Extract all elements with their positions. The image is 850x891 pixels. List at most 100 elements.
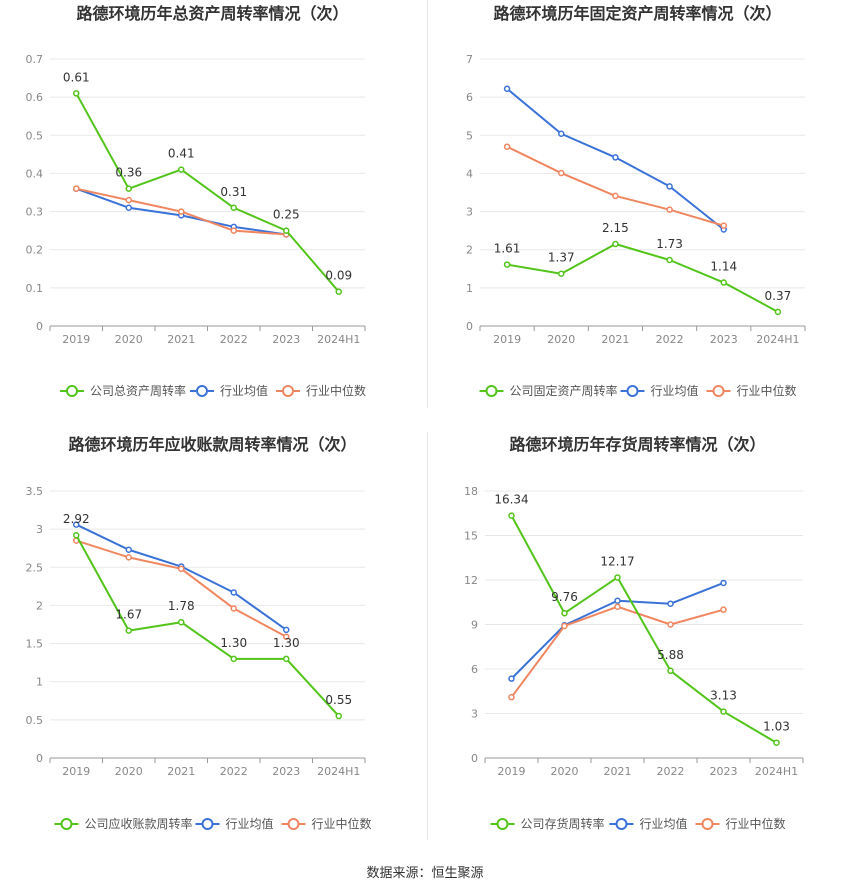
industry-median-point [230, 605, 237, 612]
x-tick-label: 2022 [656, 333, 684, 346]
company-point [73, 90, 80, 97]
legend-item-industry-median[interactable]: 行业中位数 [276, 383, 366, 398]
y-tick-label: 0.5 [26, 129, 44, 142]
chart-title: 路德环境历年应收账款周转率情况（次） [68, 435, 356, 454]
y-tick-label: 1 [36, 676, 43, 689]
data-label: 1.14 [710, 260, 737, 274]
company-line [510, 515, 778, 744]
legend-item-industry-avg[interactable]: 行业均值 [609, 816, 688, 831]
legend-marker [287, 818, 300, 830]
data-label: 0.25 [273, 208, 300, 222]
data-label: 0.31 [220, 185, 247, 199]
company-point [125, 627, 132, 634]
total-asset-turnover-chart: 路德环境历年总资产周转率情况（次） 0 0.1 0.2 0.3 0.4 0.5 0.6 0.7 2… [26, 4, 367, 398]
industry-median-point [558, 169, 565, 177]
x-tick-label: 2023 [710, 333, 738, 346]
legend-marker [201, 818, 214, 830]
y-tick-label: 0 [466, 320, 473, 333]
industry-avg-point [283, 626, 290, 634]
data-label: 16.34 [494, 493, 528, 507]
data-label: 0.61 [63, 70, 90, 84]
data-label: 1.67 [115, 608, 142, 622]
legend-label: 行业均值 [640, 816, 688, 831]
industry-median-point [612, 192, 619, 200]
legend-item-company[interactable]: 公司应收账款周转率 [54, 816, 193, 831]
industry-avg-point [508, 675, 515, 682]
industry-avg-point [614, 597, 621, 605]
legend-item-industry-median[interactable]: 行业中位数 [706, 383, 797, 398]
y-tick-label: 3.5 [26, 485, 44, 498]
legend-item-industry-median[interactable]: 行业中位数 [695, 816, 786, 831]
legend-label: 公司固定资产周转率 [510, 383, 618, 398]
industry-median-point [720, 606, 727, 613]
x-tick-label: 2021 [167, 333, 195, 346]
company-point [666, 256, 673, 264]
inventory-turnover-chart: 路德环境历年存货周转率情况（次） 0 3 6 9 12 15 18 2019 2020 2021 20… [464, 435, 804, 831]
industry-avg-line [75, 523, 287, 631]
industry-median-point [125, 196, 132, 204]
x-tick-label: 2020 [551, 765, 579, 778]
receivables-turnover-chart: 路德环境历年应收账款周转率情况（次） 0 0.5 1 1.5 2 2.5 3 3.5 2019 20… [26, 435, 372, 831]
legend-label: 公司存货周转率 [521, 816, 605, 831]
y-tick-label: 0.6 [26, 91, 44, 104]
legend-marker [196, 385, 208, 397]
data-label: 1.78 [168, 599, 195, 613]
data-label: 5.88 [657, 648, 684, 662]
y-tick-label: 1 [466, 282, 473, 295]
legend-label: 公司应收账款周转率 [85, 816, 193, 831]
industry-median-point [503, 143, 511, 150]
x-tick-label: 2019 [62, 333, 90, 346]
y-tick-label: 0 [36, 752, 43, 765]
legend-item-industry-avg[interactable]: 行业均值 [195, 816, 274, 831]
industry-avg-point [720, 579, 727, 587]
y-tick-label: 0.3 [26, 206, 44, 219]
industry-median-point [666, 206, 673, 213]
industry-avg-point [667, 600, 674, 607]
y-tick-label: 2 [36, 599, 43, 612]
legend-label: 行业中位数 [306, 383, 366, 398]
x-tick-label: 2019 [62, 765, 90, 778]
data-label: 0.36 [115, 166, 142, 180]
company-point [561, 609, 568, 617]
y-tick-label: 0 [471, 752, 478, 765]
data-label: 1.30 [220, 636, 247, 650]
x-tick-label: 2021 [601, 333, 629, 346]
industry-avg-point [230, 589, 237, 596]
company-point [125, 185, 132, 192]
company-point [283, 655, 290, 663]
y-tick-label: 1.5 [26, 638, 44, 651]
data-label: 0.41 [168, 147, 195, 161]
fixed-asset-turnover-chart: 路德环境历年固定资产周转率情况（次） 0 1 2 3 4 5 6 7 2019 2020 2021 20… [466, 4, 806, 398]
legend-label: 行业均值 [651, 383, 699, 398]
x-tick-label: 2022 [220, 333, 248, 346]
legend-item-company[interactable]: 公司固定资产周转率 [479, 383, 618, 398]
data-label: 0.37 [765, 289, 792, 303]
y-tick-label: 3 [36, 523, 43, 536]
vertical-divider-top [427, 0, 428, 408]
data-label: 12.17 [600, 554, 634, 568]
legend-item-company[interactable]: 公司存货周转率 [490, 816, 605, 831]
y-tick-label: 0.1 [26, 282, 44, 295]
x-tick-label: 2023 [710, 765, 738, 778]
x-tick-label: 2024H1 [755, 765, 798, 778]
data-label: 3.13 [710, 689, 737, 703]
x-tick-label: 2022 [657, 765, 685, 778]
legend-marker [712, 385, 725, 397]
x-tick-label: 2020 [115, 333, 143, 346]
y-tick-label: 0.2 [26, 244, 44, 257]
legend-marker [282, 385, 294, 397]
legend-item-industry-avg[interactable]: 行业均值 [190, 383, 268, 398]
legend-item-industry-avg[interactable]: 行业均值 [620, 383, 699, 398]
x-tick-label: 2024H1 [317, 333, 360, 346]
legend-item-industry-median[interactable]: 行业中位数 [281, 816, 372, 831]
legend-marker [626, 385, 639, 397]
industry-avg-point [558, 130, 565, 138]
company-point [720, 708, 727, 715]
company-point [774, 308, 782, 316]
company-point [612, 240, 619, 248]
industry-median-point [178, 208, 185, 215]
industry-median-point [125, 554, 132, 561]
data-source-note: 数据来源：恒生聚源 [366, 866, 484, 881]
legend-item-company[interactable]: 公司总资产周转率 [60, 383, 186, 398]
legend-marker [60, 818, 73, 830]
